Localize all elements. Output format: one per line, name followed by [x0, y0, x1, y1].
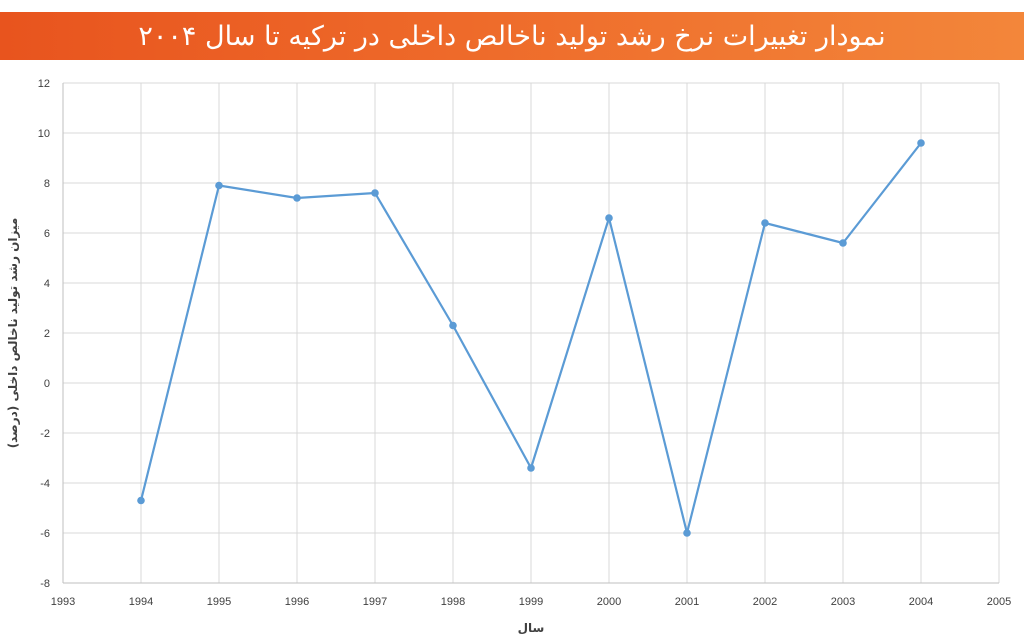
axes — [62, 83, 999, 584]
data-point — [761, 219, 769, 227]
data-point — [137, 496, 145, 505]
x-tick-label: 2005 — [987, 596, 1011, 608]
y-tick-label: -8 — [40, 578, 50, 590]
y-tick-label: 10 — [38, 128, 50, 140]
y-tick-label: 12 — [38, 78, 50, 90]
x-tick-label: 1995 — [207, 596, 231, 608]
data-point — [605, 214, 613, 222]
y-tick-label: 6 — [44, 228, 50, 240]
data-point — [293, 194, 301, 202]
x-tick-label: 1994 — [129, 596, 153, 608]
data-point — [215, 181, 223, 190]
title-bar: نمودار تغییرات نرخ رشد تولید ناخالص داخل… — [0, 12, 1024, 60]
chart-title: نمودار تغییرات نرخ رشد تولید ناخالص داخل… — [138, 20, 886, 52]
x-tick-label: 1999 — [519, 596, 543, 608]
data-point — [527, 464, 535, 472]
x-tick-label: 2002 — [753, 596, 777, 608]
y-tick-label: 4 — [44, 278, 50, 290]
x-tick-label: 1996 — [285, 596, 309, 608]
y-tick-label: 2 — [44, 328, 50, 340]
x-tick-label: 2001 — [675, 596, 699, 608]
y-tick-label: 0 — [44, 378, 50, 390]
x-tick-label: 2000 — [597, 596, 621, 608]
y-tick-label: -2 — [40, 428, 50, 440]
series-layer — [137, 139, 925, 537]
data-point — [683, 529, 691, 537]
data-point — [917, 139, 925, 147]
x-tick-label: 2004 — [909, 596, 933, 608]
grid-lines — [62, 82, 1000, 584]
y-tick-label: -4 — [40, 478, 50, 490]
data-point — [839, 239, 847, 247]
y-axis-title: میزان رشد تولید ناخالص داخلی (درصد) — [6, 218, 21, 449]
y-tick-label: 8 — [44, 178, 50, 190]
x-tick-label: 1993 — [51, 596, 75, 608]
x-tick-label: 1997 — [363, 596, 387, 608]
data-point — [449, 321, 457, 330]
x-axis-title: سال — [518, 621, 545, 635]
y-tick-label: -6 — [40, 528, 50, 540]
data-point — [371, 189, 379, 197]
x-tick-label: 1998 — [441, 596, 465, 608]
x-tick-label: 2003 — [831, 596, 855, 608]
